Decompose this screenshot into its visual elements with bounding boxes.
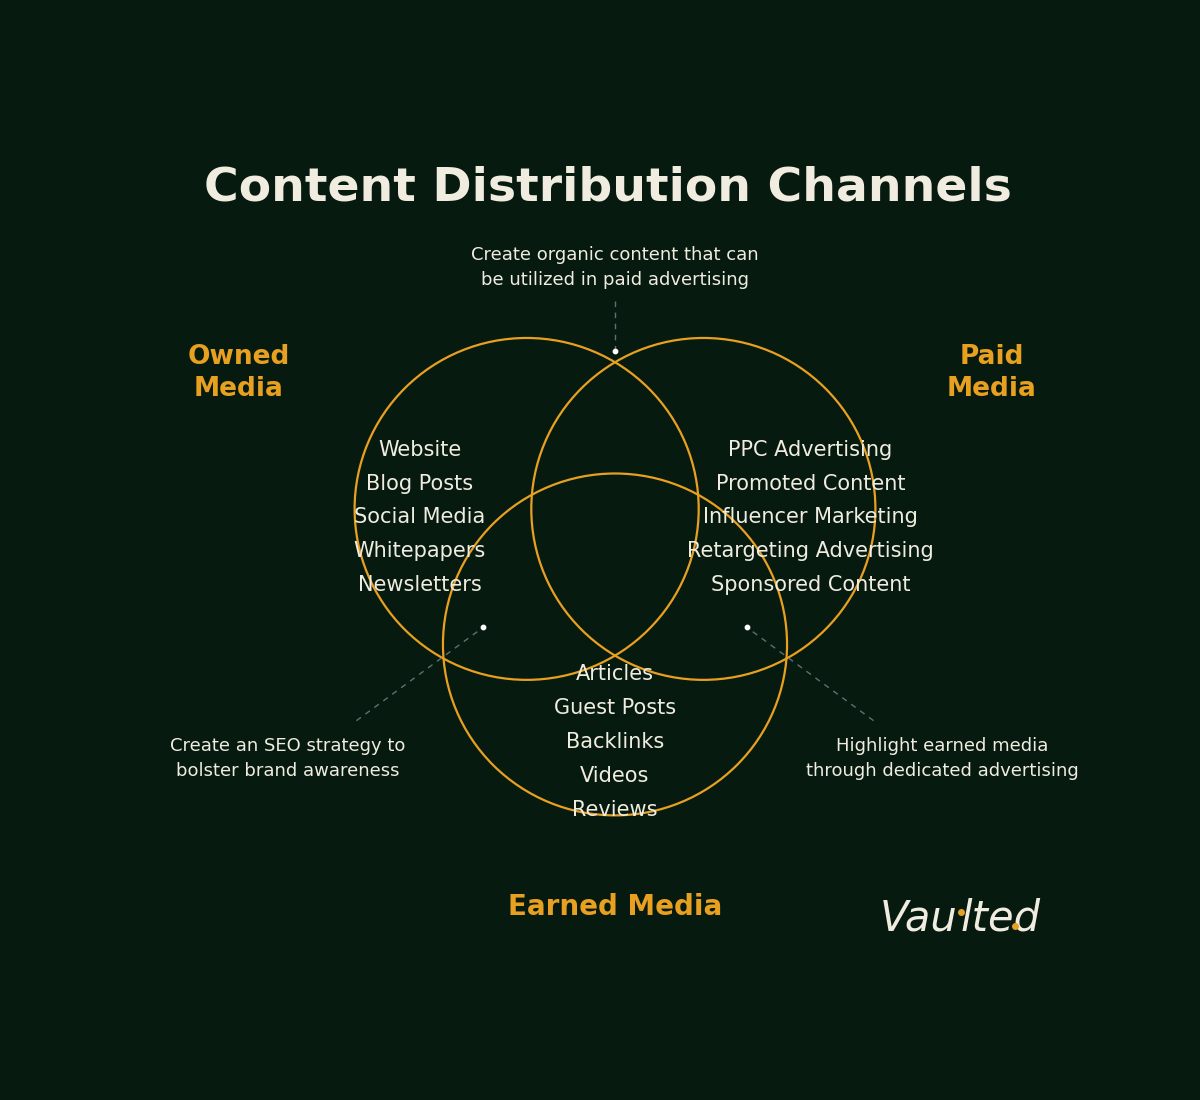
Text: PPC Advertising: PPC Advertising	[728, 440, 893, 460]
Text: Articles: Articles	[576, 664, 654, 684]
Text: lted: lted	[961, 896, 1040, 939]
Text: Influencer Marketing: Influencer Marketing	[703, 507, 918, 527]
Point	[473, 618, 492, 636]
Text: Website: Website	[378, 440, 461, 460]
Point	[606, 342, 625, 360]
Text: Owned
Media: Owned Media	[187, 344, 289, 403]
Text: Create organic content that can
be utilized in paid advertising: Create organic content that can be utili…	[472, 246, 758, 289]
Text: Vau: Vau	[880, 896, 958, 939]
Text: Reviews: Reviews	[572, 800, 658, 820]
Text: Promoted Content: Promoted Content	[715, 473, 905, 494]
Text: Videos: Videos	[581, 766, 649, 785]
Text: Social Media: Social Media	[354, 507, 485, 527]
Text: Backlinks: Backlinks	[566, 732, 664, 751]
Text: Highlight earned media
through dedicated advertising: Highlight earned media through dedicated…	[806, 737, 1079, 780]
Text: Blog Posts: Blog Posts	[366, 473, 473, 494]
Text: Guest Posts: Guest Posts	[554, 698, 676, 718]
Point	[1006, 917, 1025, 935]
Text: Earned Media: Earned Media	[508, 893, 722, 921]
Point	[738, 618, 757, 636]
Text: Whitepapers: Whitepapers	[354, 541, 486, 561]
Text: Newsletters: Newsletters	[358, 575, 481, 595]
Text: Content Distribution Channels: Content Distribution Channels	[204, 166, 1012, 211]
Text: Paid
Media: Paid Media	[947, 344, 1037, 403]
Point	[952, 903, 971, 921]
Text: Sponsored Content: Sponsored Content	[710, 575, 910, 595]
Text: Create an SEO strategy to
bolster brand awareness: Create an SEO strategy to bolster brand …	[170, 737, 406, 780]
Text: Retargeting Advertising: Retargeting Advertising	[686, 541, 934, 561]
